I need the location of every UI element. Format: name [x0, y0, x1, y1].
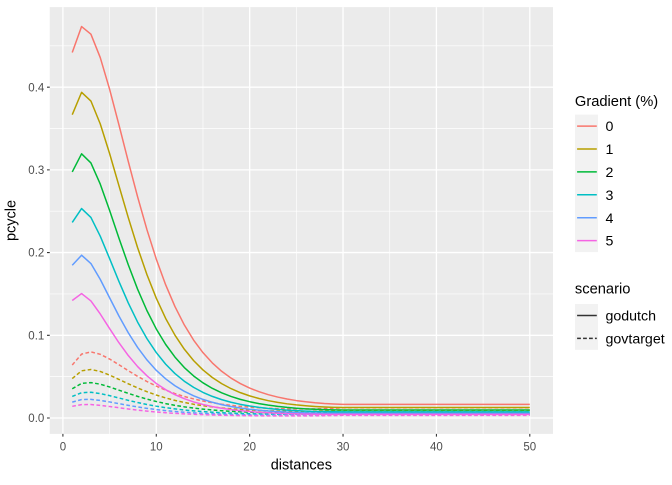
svg-text:30: 30: [337, 442, 350, 454]
svg-text:1: 1: [606, 142, 614, 158]
svg-text:0.4: 0.4: [28, 82, 45, 94]
svg-text:20: 20: [243, 442, 256, 454]
svg-text:0.1: 0.1: [28, 330, 44, 342]
svg-text:Gradient (%): Gradient (%): [575, 94, 658, 110]
svg-text:pcycle: pcycle: [4, 200, 20, 241]
svg-text:50: 50: [523, 442, 536, 454]
svg-text:10: 10: [150, 442, 163, 454]
svg-text:5: 5: [606, 234, 614, 250]
svg-text:2: 2: [606, 165, 614, 181]
svg-text:0: 0: [606, 119, 614, 135]
svg-text:distances: distances: [271, 458, 332, 474]
svg-text:0.2: 0.2: [28, 248, 44, 260]
svg-text:40: 40: [430, 442, 443, 454]
svg-text:godutch: godutch: [606, 309, 657, 325]
svg-text:0.0: 0.0: [28, 413, 44, 425]
svg-text:4: 4: [606, 211, 614, 227]
svg-text:3: 3: [606, 188, 614, 204]
svg-text:govtarget: govtarget: [606, 332, 665, 348]
svg-text:scenario: scenario: [575, 282, 631, 298]
svg-text:0.3: 0.3: [28, 165, 44, 177]
svg-text:0: 0: [60, 442, 66, 454]
